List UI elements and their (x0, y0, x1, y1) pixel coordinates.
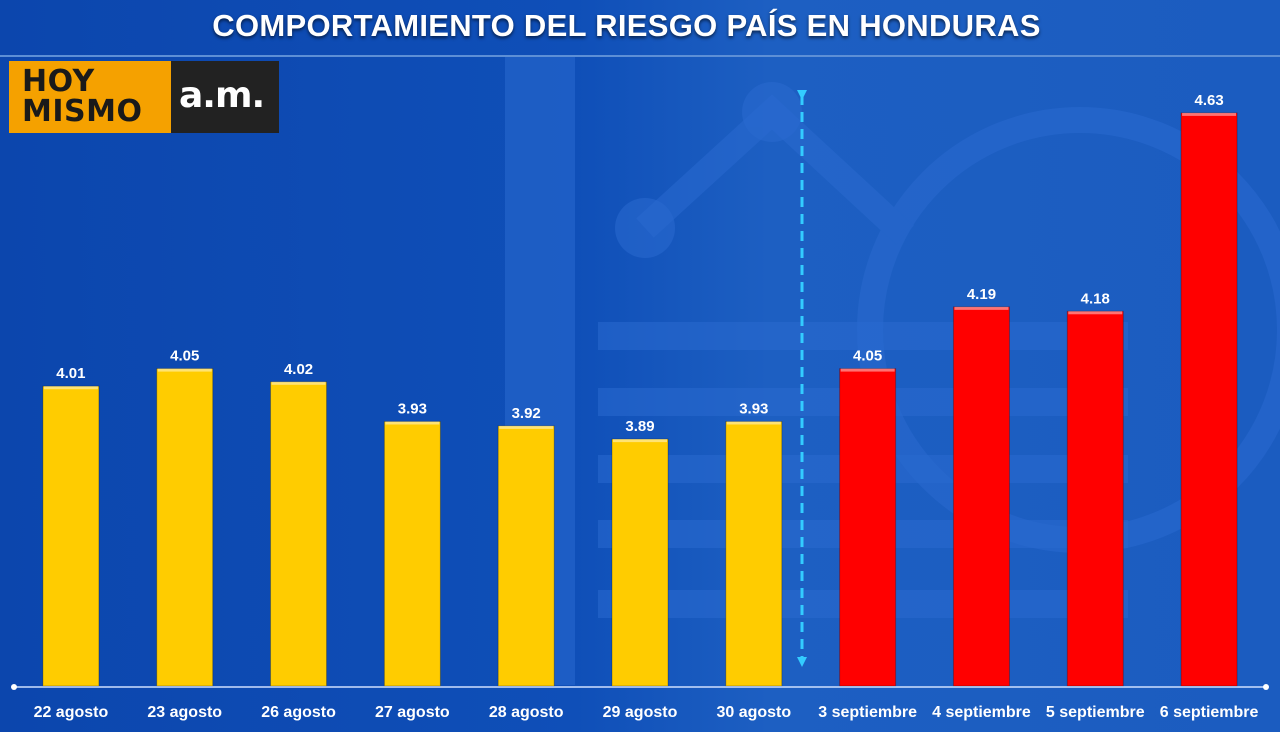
bar-9 (952, 306, 1010, 687)
value-label-11: 4.63 (1194, 92, 1223, 109)
title-divider (0, 55, 1280, 57)
value-label-7: 3.93 (739, 400, 768, 417)
bar-top-highlight-2 (157, 368, 212, 372)
bar-2 (156, 368, 214, 687)
value-label-4: 3.93 (398, 400, 427, 417)
chart-title: COMPORTAMIENTO DEL RIESGO PAÍS EN HONDUR… (212, 8, 1041, 43)
category-label-3: 26 agosto (261, 704, 336, 721)
bar-3 (270, 381, 328, 687)
x-axis-right-end (1263, 684, 1269, 690)
bar-4 (383, 420, 441, 687)
bar-7 (725, 420, 783, 687)
bar-top-highlight-6 (613, 439, 667, 443)
category-label-7: 30 agosto (716, 704, 791, 721)
bar-8 (839, 368, 897, 687)
category-label-5: 28 agosto (489, 704, 564, 721)
category-label-8: 3 septiembre (818, 704, 917, 721)
value-label-5: 3.92 (512, 405, 541, 422)
logo-dark-block: a.m. (171, 61, 279, 133)
bar-top-highlight-3 (271, 381, 326, 385)
value-label-9: 4.19 (967, 286, 996, 303)
bar-top-highlight-4 (385, 421, 440, 425)
logo-am-text: a.m. (179, 75, 265, 116)
category-label-2: 23 agosto (147, 704, 222, 721)
bar-top-highlight-10 (1068, 311, 1123, 315)
category-label-11: 6 septiembre (1160, 704, 1259, 721)
hoy-mismo-am-logo: HOY MISMO a.m. (9, 61, 279, 133)
value-label-6: 3.89 (625, 418, 654, 435)
bar-top-highlight-5 (499, 425, 554, 429)
logo-orange-block: HOY MISMO (9, 61, 171, 133)
bar-top-highlight-9 (954, 306, 1009, 310)
value-label-1: 4.01 (56, 365, 85, 382)
bar-11 (1180, 112, 1238, 687)
logo-line-2: MISMO (22, 94, 143, 129)
value-label-10: 4.18 (1081, 290, 1110, 307)
category-label-10: 5 septiembre (1046, 704, 1145, 721)
category-label-6: 29 agosto (603, 704, 678, 721)
bar-top-highlight-8 (840, 368, 895, 372)
bar-6 (611, 438, 669, 687)
logo-line-1: HOY (22, 64, 95, 99)
bar-top-highlight-7 (726, 421, 781, 425)
category-label-4: 27 agosto (375, 704, 450, 721)
value-label-2: 4.05 (170, 348, 199, 365)
bar-10 (1066, 310, 1124, 687)
value-label-3: 4.02 (284, 361, 313, 378)
bars-group: 4.01 22 agosto 4.05 23 agosto 4.02 26 agosto 3… (34, 92, 1259, 721)
value-label-8: 4.05 (853, 348, 882, 365)
bar-5 (497, 425, 555, 687)
bar-top-highlight-1 (43, 386, 98, 390)
category-label-9: 4 septiembre (932, 704, 1031, 721)
bar-1 (42, 385, 100, 687)
x-axis-left-end (11, 684, 17, 690)
bar-top-highlight-11 (1182, 112, 1237, 116)
category-label-1: 22 agosto (34, 704, 109, 721)
